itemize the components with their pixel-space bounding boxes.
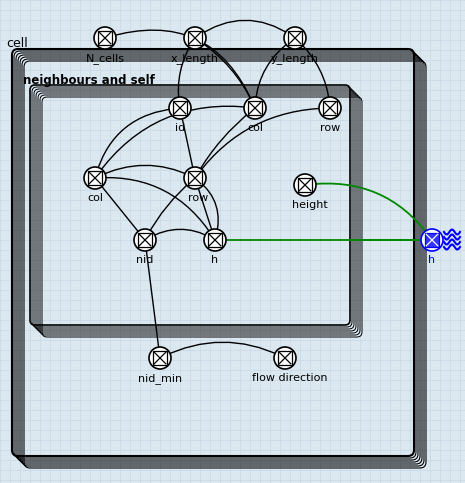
- Bar: [188, 31, 202, 45]
- Bar: [248, 101, 262, 115]
- Bar: [173, 101, 187, 115]
- Text: col: col: [87, 193, 103, 203]
- Circle shape: [184, 27, 206, 49]
- Bar: [323, 101, 337, 115]
- Text: h: h: [212, 255, 219, 265]
- Text: x_length: x_length: [171, 53, 219, 64]
- Text: y_length: y_length: [271, 53, 319, 64]
- Bar: [153, 351, 167, 365]
- Circle shape: [94, 27, 116, 49]
- Circle shape: [244, 97, 266, 119]
- Text: col: col: [247, 123, 263, 133]
- Text: nid: nid: [136, 255, 154, 265]
- Text: id: id: [175, 123, 185, 133]
- Text: height: height: [292, 200, 328, 210]
- Circle shape: [169, 97, 191, 119]
- Text: h: h: [428, 255, 436, 265]
- Circle shape: [319, 97, 341, 119]
- Bar: [138, 233, 152, 247]
- Circle shape: [184, 167, 206, 189]
- Bar: [425, 233, 439, 247]
- Circle shape: [134, 229, 156, 251]
- Bar: [88, 171, 102, 185]
- Text: row: row: [320, 123, 340, 133]
- Bar: [278, 351, 292, 365]
- Circle shape: [204, 229, 226, 251]
- Circle shape: [84, 167, 106, 189]
- Bar: [188, 171, 202, 185]
- Text: N_cells: N_cells: [86, 53, 125, 64]
- Circle shape: [274, 347, 296, 369]
- Circle shape: [149, 347, 171, 369]
- Circle shape: [284, 27, 306, 49]
- Bar: [98, 31, 112, 45]
- Circle shape: [421, 229, 443, 251]
- Bar: [288, 31, 302, 45]
- Text: nid_min: nid_min: [138, 373, 182, 384]
- Text: row: row: [188, 193, 208, 203]
- Text: flow direction: flow direction: [252, 373, 328, 383]
- Bar: [298, 178, 312, 192]
- Text: neighbours and self: neighbours and self: [23, 74, 155, 87]
- Circle shape: [294, 174, 316, 196]
- Bar: [208, 233, 222, 247]
- Text: cell: cell: [6, 37, 28, 50]
